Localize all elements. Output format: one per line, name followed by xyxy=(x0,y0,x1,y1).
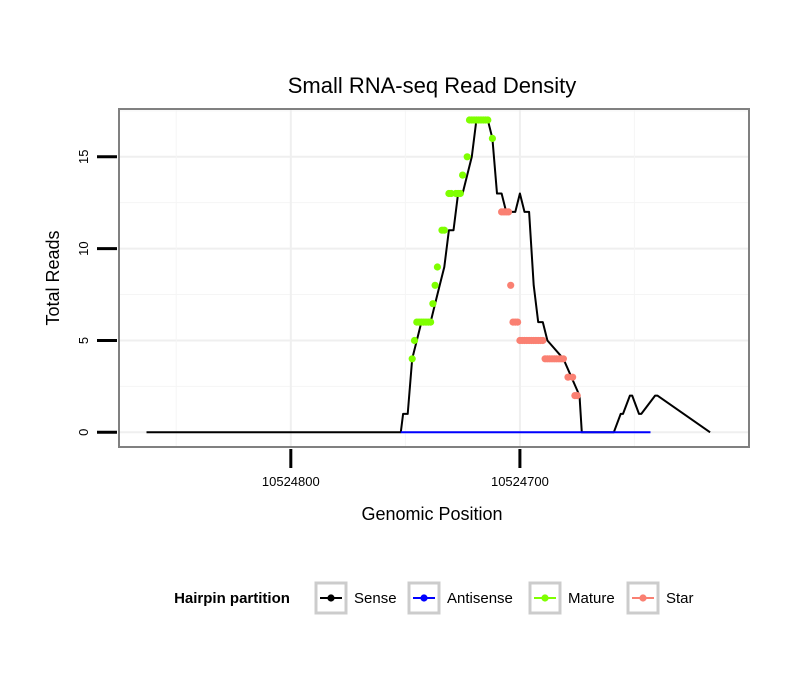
data-point-mature xyxy=(429,300,437,308)
data-point-star xyxy=(539,336,547,345)
data-point-star xyxy=(569,373,577,381)
data-point-mature xyxy=(427,318,435,326)
legend-title: Hairpin partition xyxy=(174,590,290,607)
y-tick-label: 0 xyxy=(76,429,91,436)
legend: Hairpin partition Sense Antisense Mature St… xyxy=(174,581,694,615)
legend-key-point xyxy=(327,594,335,602)
legend-item-star: Star xyxy=(626,581,694,615)
data-point-mature xyxy=(456,189,464,198)
legend-key-point xyxy=(420,594,428,602)
data-point-mature xyxy=(408,355,416,363)
data-point-mature xyxy=(484,116,492,124)
data-point-mature xyxy=(459,171,467,179)
data-point-star xyxy=(504,208,513,216)
data-point-mature xyxy=(440,226,448,234)
data-point-mature xyxy=(433,263,441,271)
chart-title: Small RNA-seq Read Density xyxy=(288,73,577,98)
x-axis-label: Genomic Position xyxy=(361,504,502,524)
data-point-star xyxy=(507,281,515,289)
plot-series xyxy=(146,116,711,434)
legend-label: Antisense xyxy=(447,590,513,607)
x-tick-label: 10524700 xyxy=(491,474,549,489)
grid xyxy=(119,109,749,447)
legend-key-point xyxy=(541,594,549,602)
legend-item-antisense: Antisense xyxy=(407,581,513,615)
legend-item-sense: Sense xyxy=(314,581,397,615)
data-point-star xyxy=(514,318,522,326)
y-tick-label: 5 xyxy=(76,337,91,344)
y-axis-label: Total Reads xyxy=(43,230,63,325)
y-tick-label: 15 xyxy=(76,150,91,164)
y-tick-label: 10 xyxy=(76,241,91,255)
legend-key-point xyxy=(639,594,647,602)
legend-label: Sense xyxy=(354,590,397,607)
data-point-mature xyxy=(463,153,471,161)
data-point-mature xyxy=(488,134,496,142)
plot-border xyxy=(118,108,750,448)
legend-label: Mature xyxy=(568,590,615,607)
data-point-mature xyxy=(410,336,419,345)
data-point-star xyxy=(559,355,568,363)
data-point-mature xyxy=(431,281,439,289)
x-tick-label: 10524800 xyxy=(262,474,320,489)
legend-item-mature: Mature xyxy=(528,581,615,615)
axis-ticks: 0 5 10 15 10524800 10524700 xyxy=(76,150,549,489)
legend-label: Star xyxy=(666,590,694,607)
data-point-star xyxy=(573,392,581,400)
